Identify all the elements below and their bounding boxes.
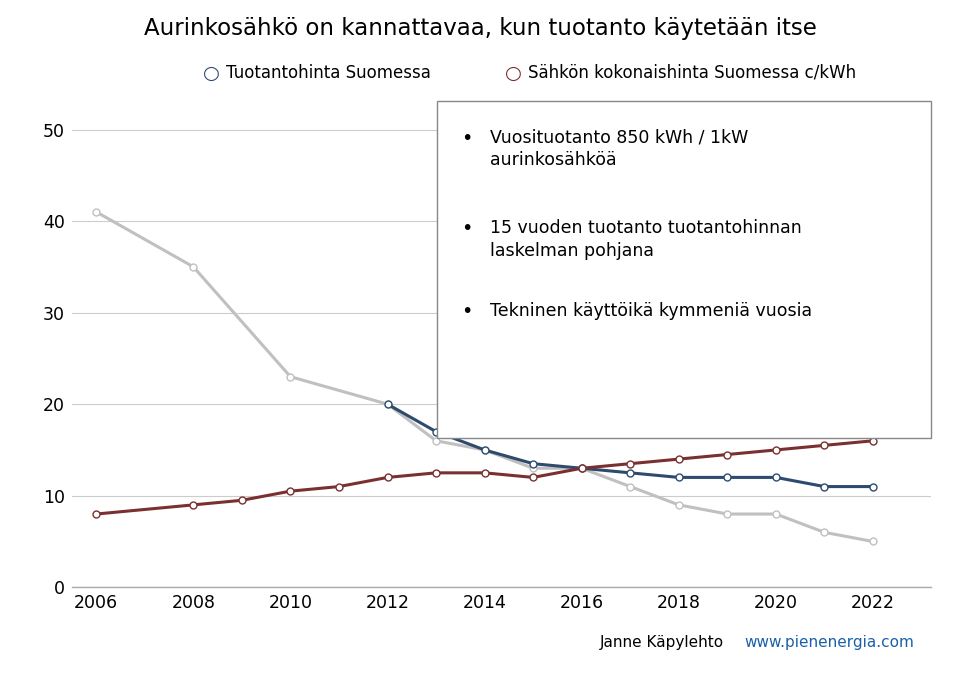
- Text: Vuosituotanto 850 kWh / 1kW
aurinkosähköä: Vuosituotanto 850 kWh / 1kW aurinkosähkö…: [490, 129, 748, 170]
- Text: •: •: [461, 129, 472, 147]
- Text: ○: ○: [505, 63, 522, 83]
- Text: Tuotantohinta Suomessa: Tuotantohinta Suomessa: [226, 64, 430, 82]
- Text: www.pienenergia.com: www.pienenergia.com: [744, 635, 914, 650]
- Text: Aurinkosähkö on kannattavaa, kun tuotanto käytetään itse: Aurinkosähkö on kannattavaa, kun tuotant…: [144, 17, 816, 40]
- Text: 15 vuoden tuotanto tuotantohinnan
laskelman pohjana: 15 vuoden tuotanto tuotantohinnan laskel…: [490, 219, 802, 260]
- Text: Tekninen käyttöikä kymmeniä vuosia: Tekninen käyttöikä kymmeniä vuosia: [490, 302, 812, 320]
- Text: Sähkön kokonaishinta Suomessa c/kWh: Sähkön kokonaishinta Suomessa c/kWh: [528, 64, 856, 82]
- Text: •: •: [461, 302, 472, 321]
- Text: Janne Käpylehto: Janne Käpylehto: [600, 635, 724, 650]
- Text: •: •: [461, 219, 472, 238]
- Text: ○: ○: [203, 63, 220, 83]
